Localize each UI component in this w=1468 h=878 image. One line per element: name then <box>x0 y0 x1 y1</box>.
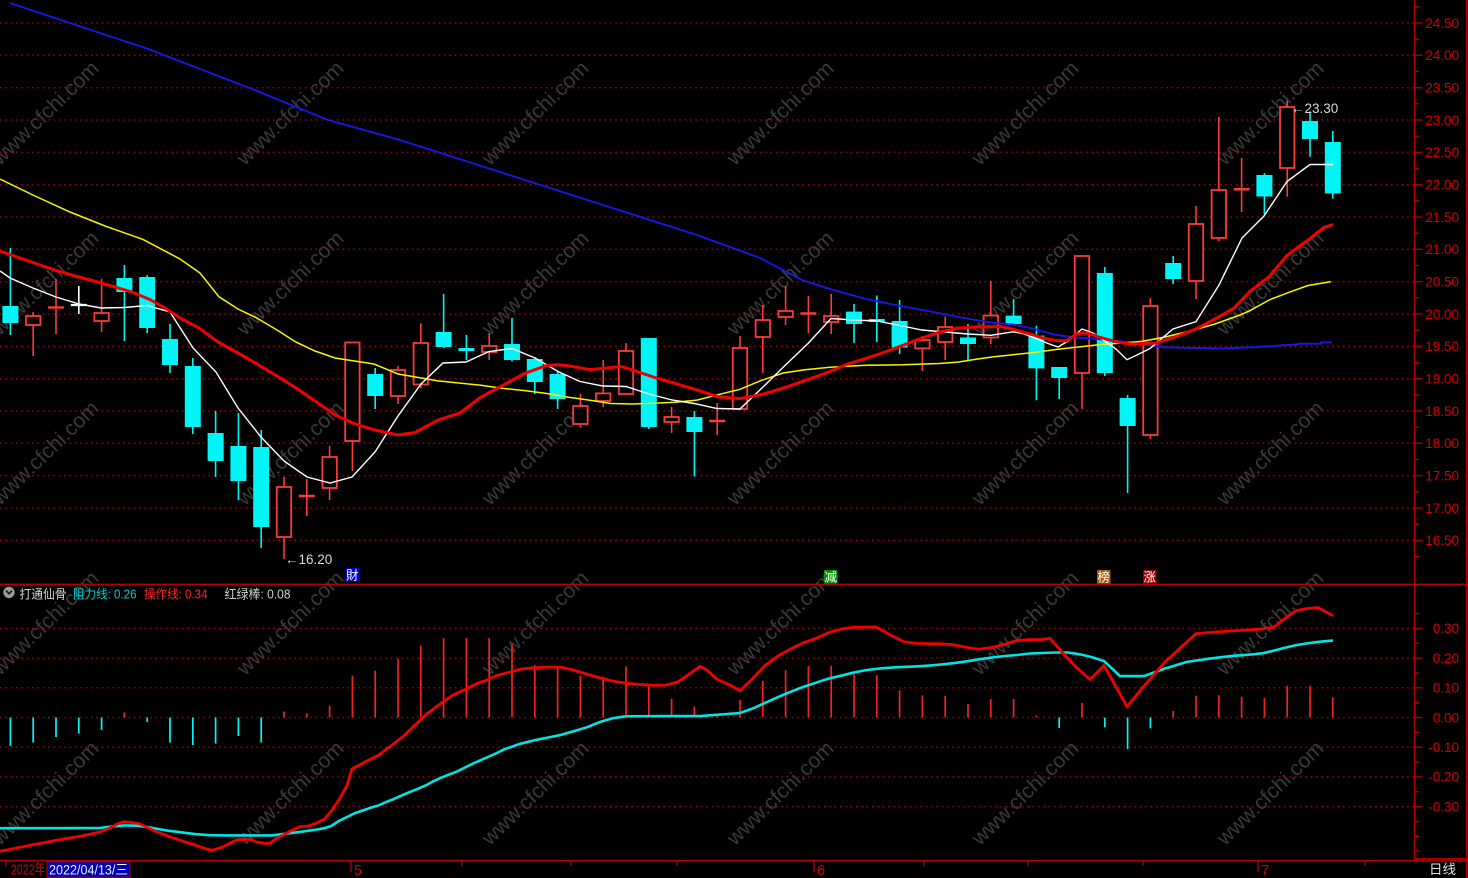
svg-text:20.50: 20.50 <box>1425 275 1459 290</box>
svg-text:7: 7 <box>1261 863 1269 878</box>
svg-text:2022年: 2022年 <box>11 862 45 878</box>
svg-text:21.00: 21.00 <box>1425 242 1459 257</box>
svg-text:涨: 涨 <box>1143 570 1156 585</box>
svg-text:红绿棒: 0.08: 红绿棒: 0.08 <box>225 586 291 601</box>
svg-text:19.50: 19.50 <box>1425 339 1459 354</box>
svg-text:0.20: 0.20 <box>1433 651 1459 666</box>
svg-text:16.50: 16.50 <box>1425 533 1459 548</box>
svg-text:財: 財 <box>346 568 359 583</box>
svg-text:23.00: 23.00 <box>1425 113 1459 128</box>
svg-text:24.50: 24.50 <box>1425 16 1459 31</box>
svg-text:0.10: 0.10 <box>1433 681 1459 696</box>
svg-text:20.00: 20.00 <box>1425 307 1459 322</box>
svg-text:榜: 榜 <box>1097 570 1110 585</box>
svg-text:-0.20: -0.20 <box>1428 770 1459 785</box>
svg-text:←16.20: ←16.20 <box>285 552 332 567</box>
svg-text:←23.30: ←23.30 <box>1291 101 1338 116</box>
svg-text:减: 减 <box>824 571 837 585</box>
svg-text:2022/04/13/三: 2022/04/13/三 <box>49 862 128 877</box>
svg-text:19.00: 19.00 <box>1425 372 1459 387</box>
svg-text:0.00: 0.00 <box>1433 710 1459 725</box>
svg-text:操作线: 0.34: 操作线: 0.34 <box>144 586 208 601</box>
svg-text:打通仙骨: 打通仙骨 <box>20 587 67 601</box>
svg-text:日线: 日线 <box>1429 862 1456 877</box>
svg-text:23.50: 23.50 <box>1425 81 1459 96</box>
svg-text:6: 6 <box>817 863 825 878</box>
svg-text:17.50: 17.50 <box>1425 468 1459 483</box>
svg-text:-0.30: -0.30 <box>1428 799 1459 814</box>
svg-text:21.50: 21.50 <box>1425 210 1459 225</box>
svg-text:阻力线: 0.26: 阻力线: 0.26 <box>73 587 137 601</box>
svg-text:18.00: 18.00 <box>1425 436 1459 451</box>
svg-text:17.00: 17.00 <box>1425 501 1459 516</box>
svg-text:0.30: 0.30 <box>1433 621 1459 636</box>
svg-text:18.50: 18.50 <box>1425 404 1459 419</box>
svg-text:-0.10: -0.10 <box>1428 740 1459 755</box>
svg-text:5: 5 <box>354 863 362 878</box>
svg-text:24.00: 24.00 <box>1425 48 1459 63</box>
svg-text:22.50: 22.50 <box>1425 145 1459 160</box>
svg-text:22.00: 22.00 <box>1425 178 1459 193</box>
